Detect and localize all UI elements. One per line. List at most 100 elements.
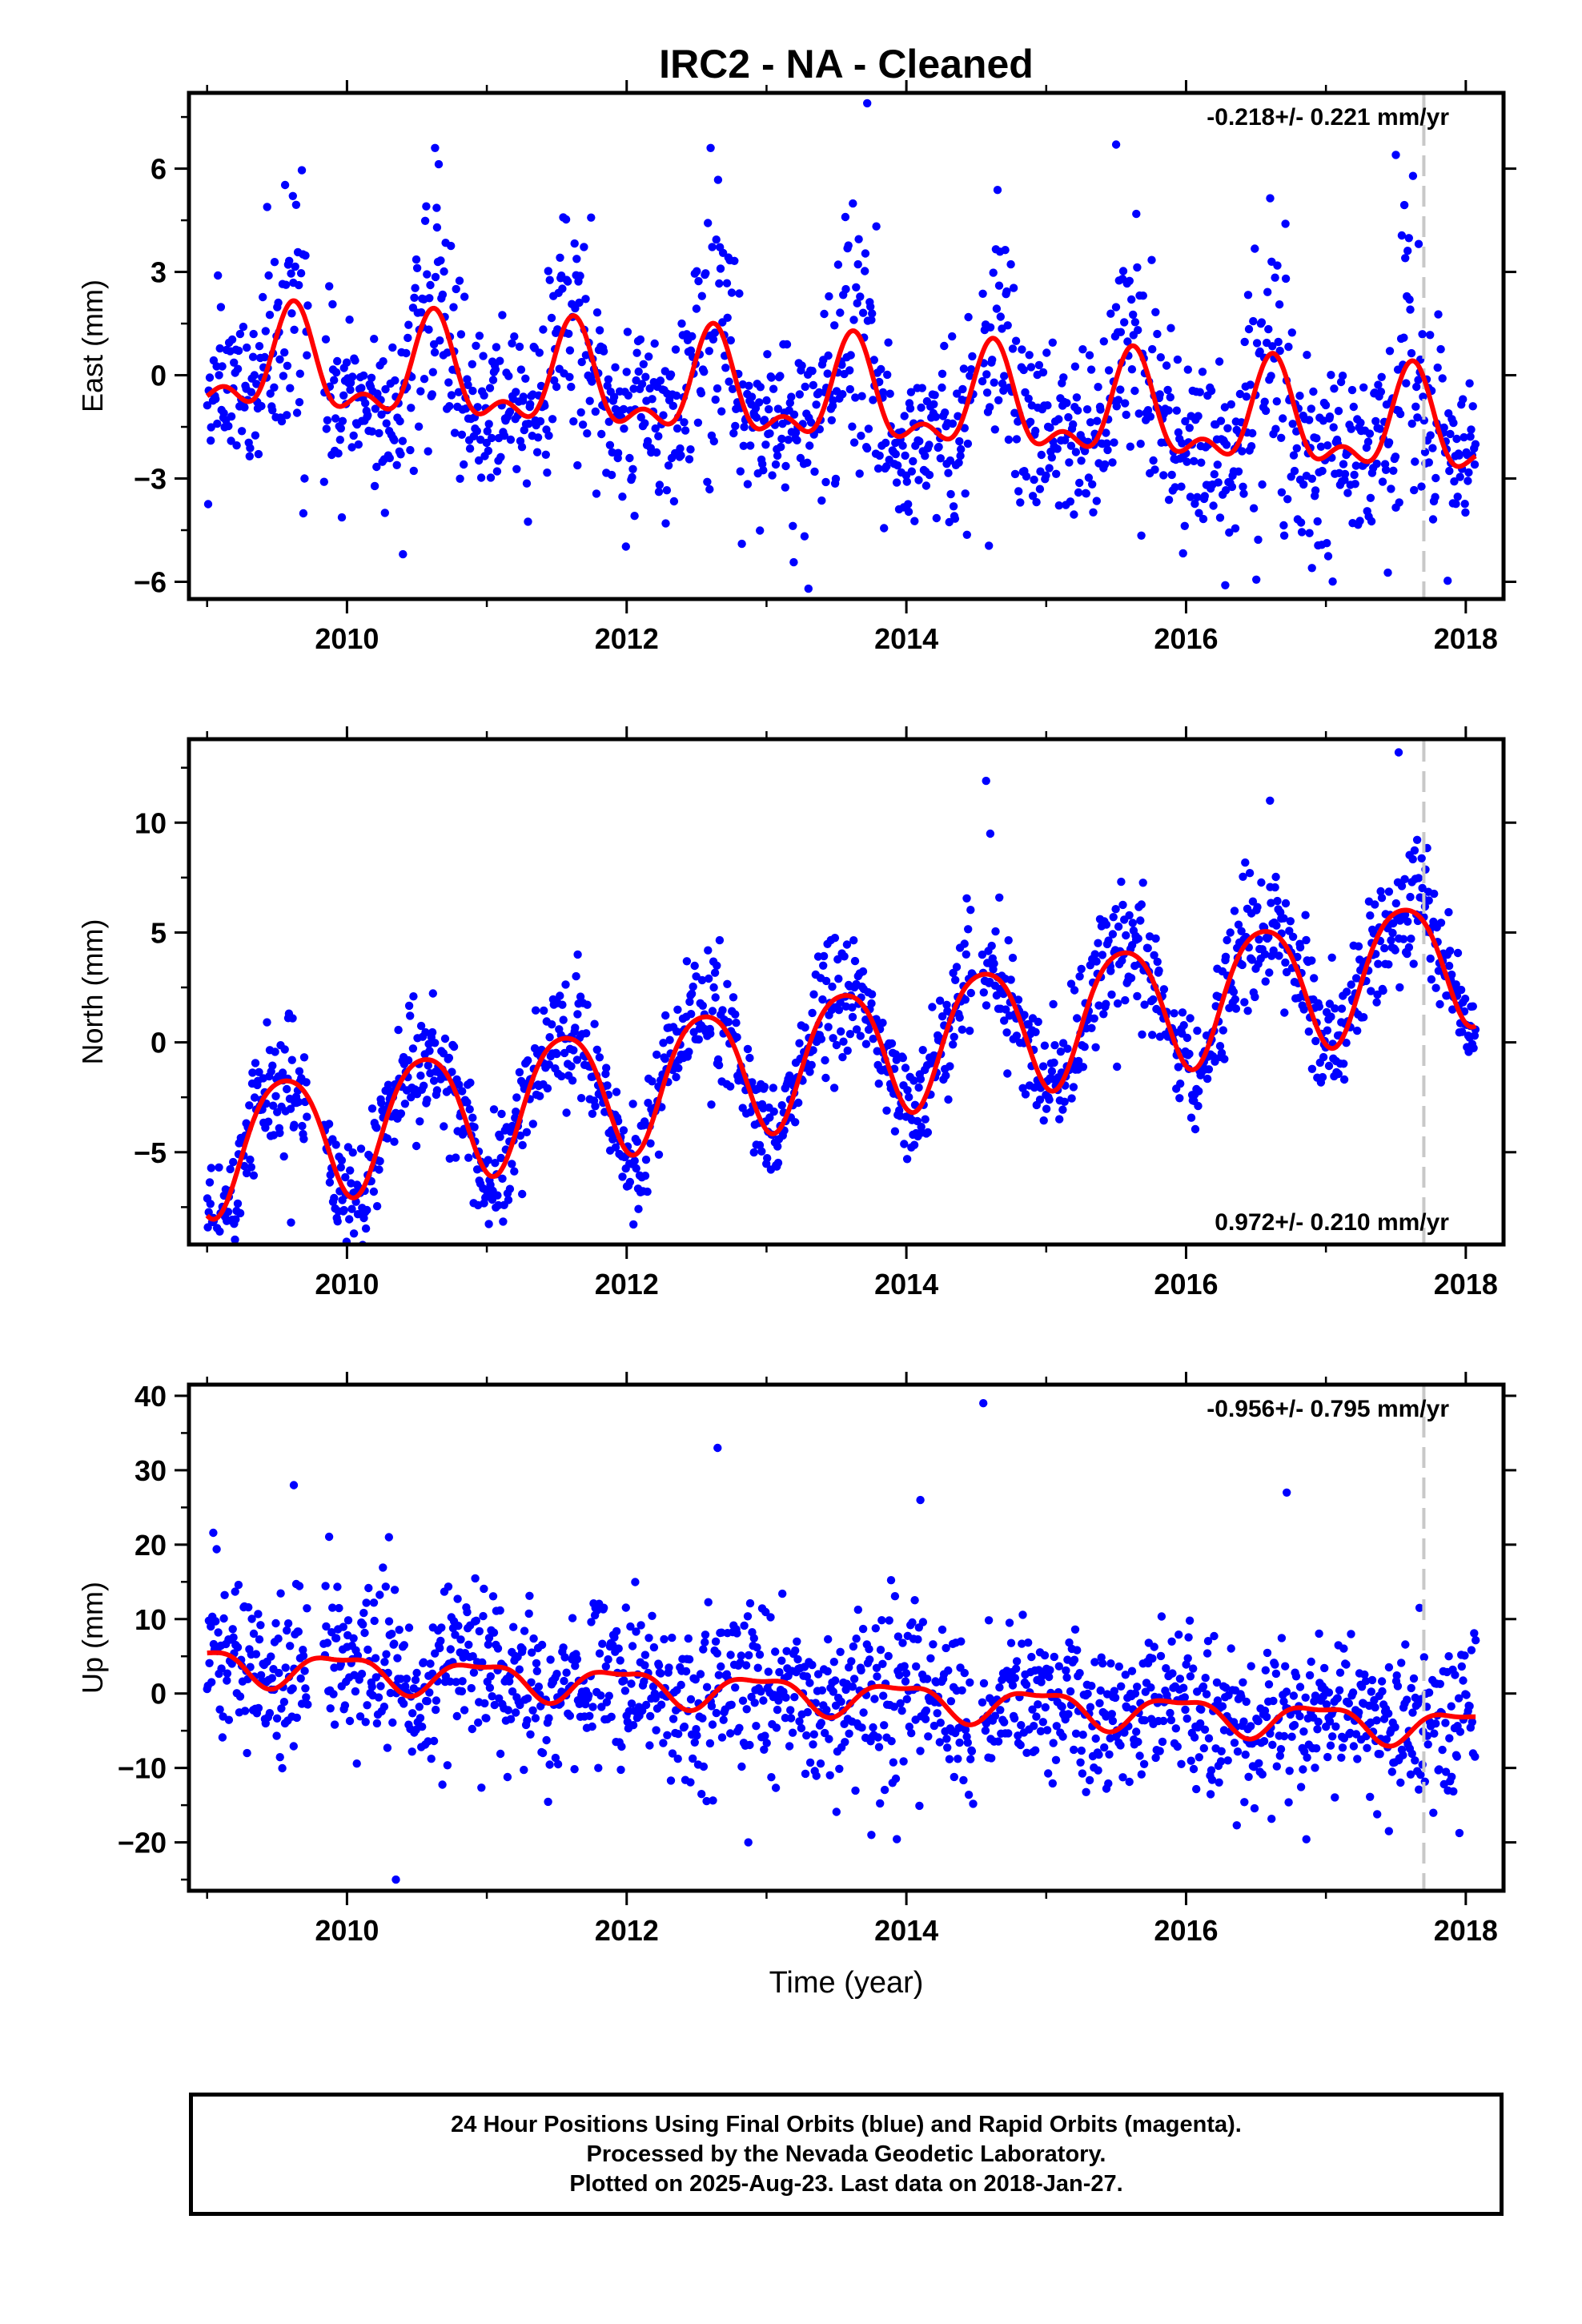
east-point	[954, 412, 962, 420]
up-point	[565, 1711, 575, 1720]
east-point	[1323, 552, 1333, 561]
up-point	[224, 1715, 234, 1724]
east-point	[460, 292, 469, 301]
north-point	[818, 995, 827, 1004]
north-point	[496, 1153, 505, 1163]
north-point	[845, 1030, 855, 1039]
up-point	[822, 1706, 831, 1715]
up-point	[1175, 1675, 1185, 1683]
east-point	[1460, 500, 1469, 509]
up-point	[1361, 1677, 1371, 1686]
up-point	[1276, 1745, 1286, 1754]
up-point	[1268, 1740, 1277, 1749]
up-point	[889, 1758, 898, 1767]
north-point	[394, 1025, 403, 1035]
up-point	[825, 1771, 834, 1779]
up-point	[380, 1658, 389, 1667]
east-point	[611, 363, 620, 372]
up-point	[604, 1691, 613, 1700]
up-point	[785, 1742, 794, 1751]
up-point	[485, 1683, 495, 1692]
east-point	[576, 408, 585, 417]
north-point	[1342, 1039, 1351, 1047]
up-point	[329, 1690, 338, 1699]
up-point	[474, 1718, 483, 1727]
up-point	[390, 1639, 399, 1648]
north-point	[1099, 1010, 1108, 1019]
up-point	[944, 1666, 953, 1675]
north-point	[298, 1121, 307, 1131]
north-point	[463, 1098, 472, 1107]
up-point	[303, 1700, 312, 1709]
up-point	[1018, 1639, 1026, 1648]
up-point	[627, 1679, 636, 1688]
north-point	[995, 893, 1004, 903]
up-point	[1416, 1771, 1425, 1779]
east-point	[1431, 473, 1440, 483]
east-point	[960, 424, 970, 432]
north-point	[1006, 975, 1015, 984]
east-point	[1450, 477, 1459, 486]
east-point	[1075, 478, 1084, 488]
east-point	[804, 584, 813, 593]
east-point	[1350, 470, 1359, 480]
east-point	[829, 396, 837, 405]
north-point	[757, 1147, 766, 1156]
north-point	[1448, 1005, 1457, 1014]
north-point	[211, 1251, 219, 1259]
east-point	[1074, 488, 1083, 497]
east-point	[723, 313, 732, 322]
north-point	[1245, 869, 1255, 878]
north-point	[942, 1000, 951, 1010]
east-point	[708, 243, 717, 251]
north-point	[733, 1033, 741, 1042]
up-point	[379, 1563, 387, 1572]
north-point	[749, 1148, 758, 1157]
east-point	[607, 470, 616, 480]
east-point	[863, 99, 872, 108]
east-point	[472, 341, 480, 350]
north-point	[1185, 1049, 1194, 1059]
up-point	[802, 1672, 812, 1681]
east-point	[1042, 348, 1051, 357]
north-point	[690, 961, 699, 971]
east-point	[673, 424, 682, 433]
up-point	[1462, 1691, 1471, 1699]
east-point	[279, 372, 288, 380]
up-point	[1285, 1767, 1294, 1775]
north-y-axis-label: North (mm)	[76, 919, 109, 1065]
north-point	[1272, 921, 1281, 930]
north-point	[1117, 877, 1126, 887]
up-point	[480, 1699, 489, 1708]
up-point	[775, 1667, 784, 1677]
north-point	[552, 1049, 561, 1059]
up-point	[805, 1758, 815, 1767]
up-point	[382, 1650, 391, 1659]
east-point	[621, 542, 630, 551]
up-point	[786, 1714, 796, 1723]
up-point	[1189, 1664, 1198, 1673]
north-point	[923, 1128, 933, 1137]
east-point	[337, 513, 347, 522]
up-point	[335, 1603, 343, 1613]
east-point	[496, 452, 505, 461]
up-point	[711, 1637, 721, 1646]
east-point	[709, 335, 718, 344]
east-point	[475, 332, 484, 340]
up-point	[926, 1654, 935, 1663]
north-point	[901, 1063, 910, 1072]
east-point	[904, 500, 913, 509]
east-point	[812, 400, 821, 409]
north-point	[1371, 900, 1379, 909]
up-point	[916, 1495, 925, 1505]
north-point	[326, 1171, 335, 1180]
east-point	[1351, 461, 1361, 470]
east-point	[552, 382, 561, 392]
north-point	[250, 1093, 259, 1102]
north-point	[833, 955, 842, 964]
up-point	[759, 1696, 768, 1705]
north-point	[242, 1168, 251, 1178]
up-point	[1267, 1815, 1276, 1823]
up-point	[1455, 1828, 1464, 1838]
up-point	[387, 1630, 396, 1638]
